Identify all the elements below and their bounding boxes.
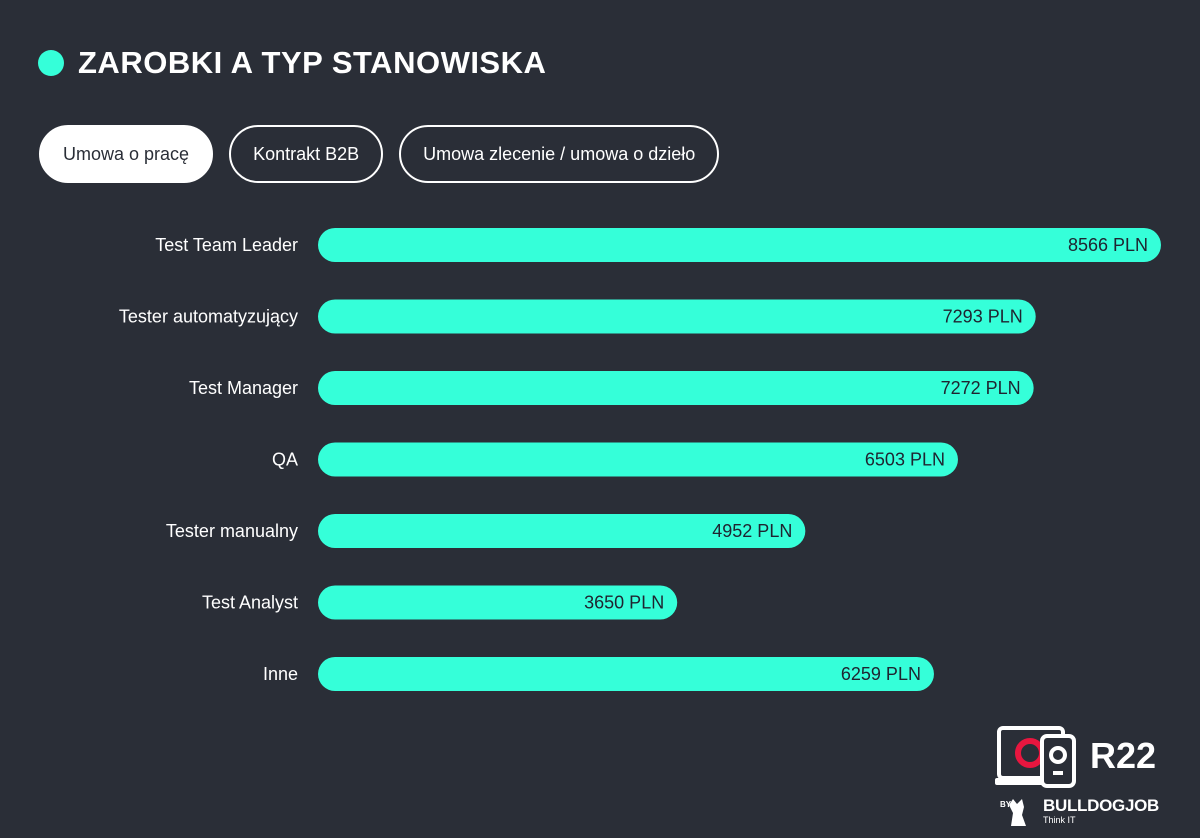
- salary-bar: [318, 299, 1036, 334]
- by-label: BY: [1000, 800, 1012, 809]
- brand-tagline: Think IT: [1043, 815, 1076, 825]
- contract-type-tabs: Umowa o pracę Kontrakt B2B Umowa zleceni…: [39, 125, 720, 183]
- salary-bar: [318, 371, 1034, 405]
- salary-bar-chart: Test Team Leader 8566 PLN Tester automatyz…: [119, 228, 1161, 691]
- salary-bar: [318, 514, 806, 548]
- salary-bar: [318, 657, 934, 691]
- brand-name: BULLDOGJOB: [1043, 796, 1160, 815]
- value-label: 8566 PLN: [1068, 235, 1148, 255]
- salary-bar: [318, 228, 1161, 262]
- category-label: Test Analyst: [202, 593, 298, 613]
- tab-kontrakt-b2b[interactable]: Kontrakt B2B: [229, 125, 384, 183]
- category-label: QA: [272, 450, 298, 470]
- salary-bar: [318, 585, 678, 620]
- title-row: ZAROBKI A TYP STANOWISKA: [38, 40, 546, 86]
- category-label: Tester automatyzujący: [119, 307, 298, 327]
- value-label: 4952 PLN: [712, 521, 792, 541]
- r22-report-logo-icon: [995, 726, 1076, 826]
- value-label: 7293 PLN: [943, 307, 1023, 327]
- category-label: Tester manualny: [166, 521, 298, 541]
- category-label: Inne: [263, 664, 298, 684]
- title-bullet-icon: [38, 50, 64, 76]
- value-label: 6503 PLN: [865, 450, 945, 470]
- value-label: 7272 PLN: [941, 378, 1021, 398]
- category-label: Test Manager: [189, 378, 298, 398]
- value-label: 3650 PLN: [584, 593, 664, 613]
- report-name: R22: [1090, 735, 1157, 776]
- tab-umowa-zlecenie[interactable]: Umowa zlecenie / umowa o dzieło: [399, 125, 720, 183]
- page-title: ZAROBKI A TYP STANOWISKA: [78, 45, 547, 80]
- category-label: Test Team Leader: [155, 235, 298, 255]
- value-label: 6259 PLN: [841, 664, 921, 684]
- tab-umowa-o-prace[interactable]: Umowa o pracę: [39, 125, 214, 183]
- salary-bar: [318, 442, 958, 477]
